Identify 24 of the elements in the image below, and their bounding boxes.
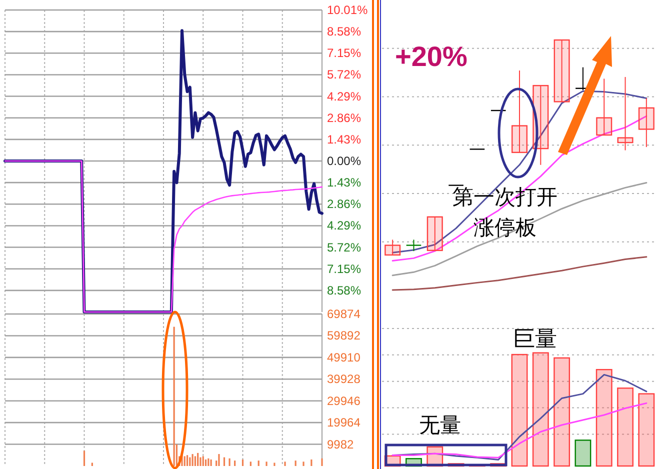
y-tick-label: 59892	[327, 328, 361, 343]
y-tick-label: 19964	[327, 416, 361, 430]
annotation: 无量	[419, 414, 461, 437]
y-tick-label: 7.15%	[327, 262, 362, 276]
y-tick-label: 2.86%	[327, 110, 362, 125]
y-tick-label: 69874	[327, 307, 361, 321]
y-tick-label: 8.58%	[327, 24, 362, 39]
y-tick-label: 2.86%	[327, 197, 362, 212]
y-tick-label: 1.43%	[327, 176, 362, 190]
y-tick-label: 8.58%	[327, 283, 362, 298]
y-tick-label: 10.01%	[327, 3, 368, 17]
annotation: +20%	[395, 41, 468, 72]
y-tick-label: 49910	[327, 350, 361, 364]
y-tick-label: 4.29%	[327, 218, 362, 233]
text: 巨量	[513, 326, 557, 351]
y-tick-label: 9982	[327, 437, 354, 452]
y-tick-label: 5.72%	[327, 240, 362, 254]
y-tick-label: 39928	[327, 372, 361, 386]
y-tick-label: 5.72%	[327, 68, 362, 82]
y-tick-label: 7.15%	[327, 46, 362, 60]
y-tick-label: 0.00%	[327, 154, 362, 168]
y-tick-label: 1.43%	[327, 132, 362, 146]
y-tick-label: 4.29%	[327, 89, 362, 104]
y-tick-label: 29946	[327, 394, 361, 408]
